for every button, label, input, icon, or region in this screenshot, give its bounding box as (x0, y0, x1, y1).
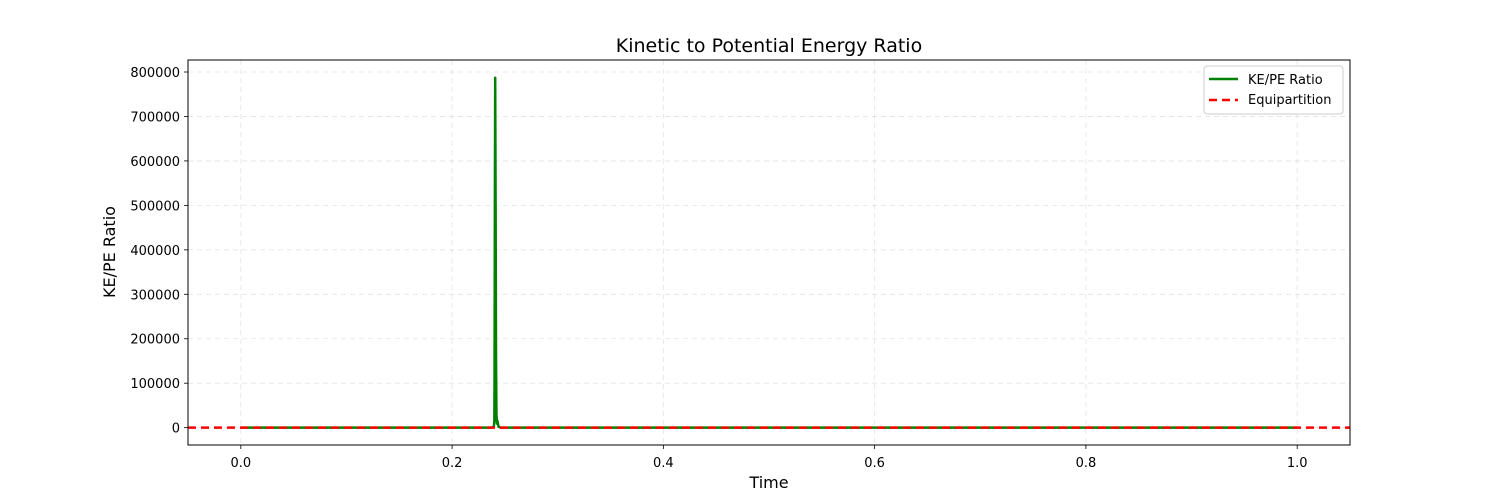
legend: KE/PE Ratio Equipartition (1203, 65, 1344, 115)
x-tick-label: 0.4 (653, 456, 674, 471)
y-axis-title: KE/PE Ratio (100, 206, 119, 298)
legend-label-ke-pe-ratio: KE/PE Ratio (1248, 73, 1323, 88)
x-tick-label: 0.6 (864, 456, 885, 471)
x-tick-label: 0.0 (230, 456, 251, 471)
y-tick-label: 200000 (130, 333, 180, 348)
y-tick-label: 500000 (130, 199, 180, 214)
x-axis-ticks: 0.0 0.2 0.4 0.6 0.8 1.0 (230, 445, 1308, 471)
y-tick-label: 300000 (130, 288, 180, 303)
x-axis-title: Time (748, 473, 788, 492)
y-tick-label: 700000 (130, 110, 180, 125)
legend-label-equipartition: Equipartition (1248, 93, 1332, 108)
y-tick-label: 600000 (130, 155, 180, 170)
chart-title: Kinetic to Potential Energy Ratio (616, 35, 922, 57)
y-tick-label: 400000 (130, 244, 180, 259)
y-tick-label: 800000 (130, 66, 180, 81)
grid (188, 60, 1350, 445)
y-tick-label: 0 (172, 422, 180, 437)
series-layer (188, 76, 1350, 429)
y-axis-ticks: 0 100000 200000 300000 400000 500000 600000 700… (130, 66, 188, 437)
x-tick-label: 1.0 (1287, 456, 1308, 471)
series-line-ke-pe-ratio (240, 76, 1298, 429)
x-tick-label: 0.8 (1076, 456, 1097, 471)
legend-box (1203, 65, 1344, 115)
y-tick-label: 100000 (130, 377, 180, 392)
x-tick-label: 0.2 (442, 456, 463, 471)
plot-area-frame (187, 59, 1351, 446)
